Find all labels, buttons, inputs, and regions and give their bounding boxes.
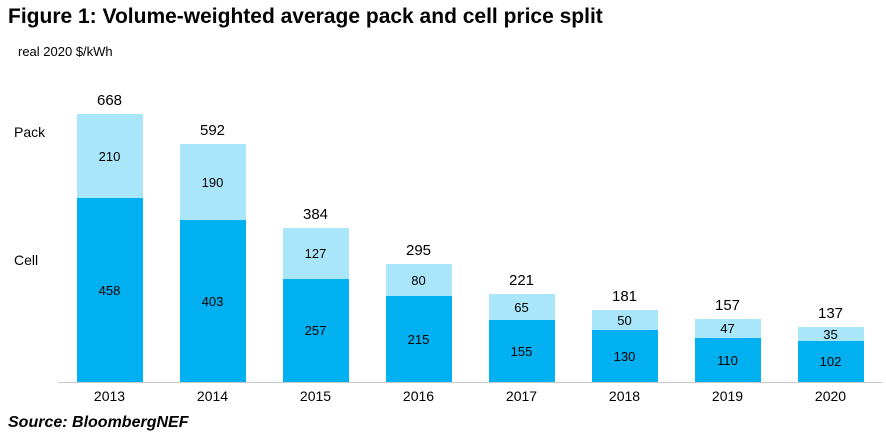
- bar-group: 181 50 130: [573, 288, 676, 382]
- unit-axis-label: real 2020 $/kWh: [18, 44, 113, 59]
- chart-title: Figure 1: Volume-weighted average pack a…: [8, 5, 603, 28]
- total-value-label: 592: [199, 122, 226, 139]
- x-tick-label: 2014: [196, 388, 229, 404]
- x-tick-label: 2019: [711, 388, 744, 404]
- pack-segment: 35: [797, 327, 864, 342]
- cell-segment: 458: [76, 198, 143, 382]
- pack-segment: 127: [282, 228, 349, 279]
- x-tick-label: 2018: [608, 388, 641, 404]
- pack-segment: 50: [591, 310, 658, 330]
- total-value-label: 137: [817, 305, 844, 322]
- cell-segment: 257: [282, 279, 349, 382]
- x-tick-label: 2020: [814, 388, 847, 404]
- bar-group: 592 190 403: [161, 122, 264, 382]
- source-credit: Source: BloombergNEF: [8, 414, 189, 431]
- cell-series-label: Cell: [14, 252, 39, 268]
- plot-area: 668 210 458 592 190 403 384 127 257 295 80 215 221 65…: [58, 84, 882, 383]
- pack-segment: 190: [179, 144, 246, 220]
- cell-segment: 215: [385, 296, 452, 382]
- total-value-label: 181: [611, 288, 638, 305]
- pack-segment: 47: [694, 319, 761, 338]
- total-value-label: 384: [302, 206, 329, 223]
- bar-group: 668 210 458: [58, 92, 161, 382]
- total-value-label: 668: [96, 92, 123, 109]
- total-value-label: 295: [405, 242, 432, 259]
- pack-segment: 65: [488, 294, 555, 320]
- x-tick-label: 2017: [505, 388, 538, 404]
- pack-segment: 80: [385, 264, 452, 296]
- cell-segment: 155: [488, 320, 555, 382]
- bar-group: 137 35 102: [779, 305, 882, 382]
- x-tick-label: 2013: [93, 388, 126, 404]
- total-value-label: 221: [508, 272, 535, 289]
- bar-group: 157 47 110: [676, 297, 779, 382]
- cell-segment: 110: [694, 338, 761, 382]
- pack-segment: 210: [76, 114, 143, 198]
- bar-group: 384 127 257: [264, 206, 367, 382]
- cell-segment: 403: [179, 220, 246, 382]
- pack-series-label: Pack: [14, 124, 46, 140]
- x-tick-label: 2015: [299, 388, 332, 404]
- x-tick-label: 2016: [402, 388, 435, 404]
- cell-segment: 130: [591, 330, 658, 382]
- bar-group: 295 80 215: [367, 242, 470, 382]
- x-axis-labels: 2013 2014 2015 2016 2017 2018 2019 2020: [58, 388, 882, 404]
- bar-group: 221 65 155: [470, 272, 573, 382]
- cell-segment: 102: [797, 341, 864, 382]
- total-value-label: 157: [714, 297, 741, 314]
